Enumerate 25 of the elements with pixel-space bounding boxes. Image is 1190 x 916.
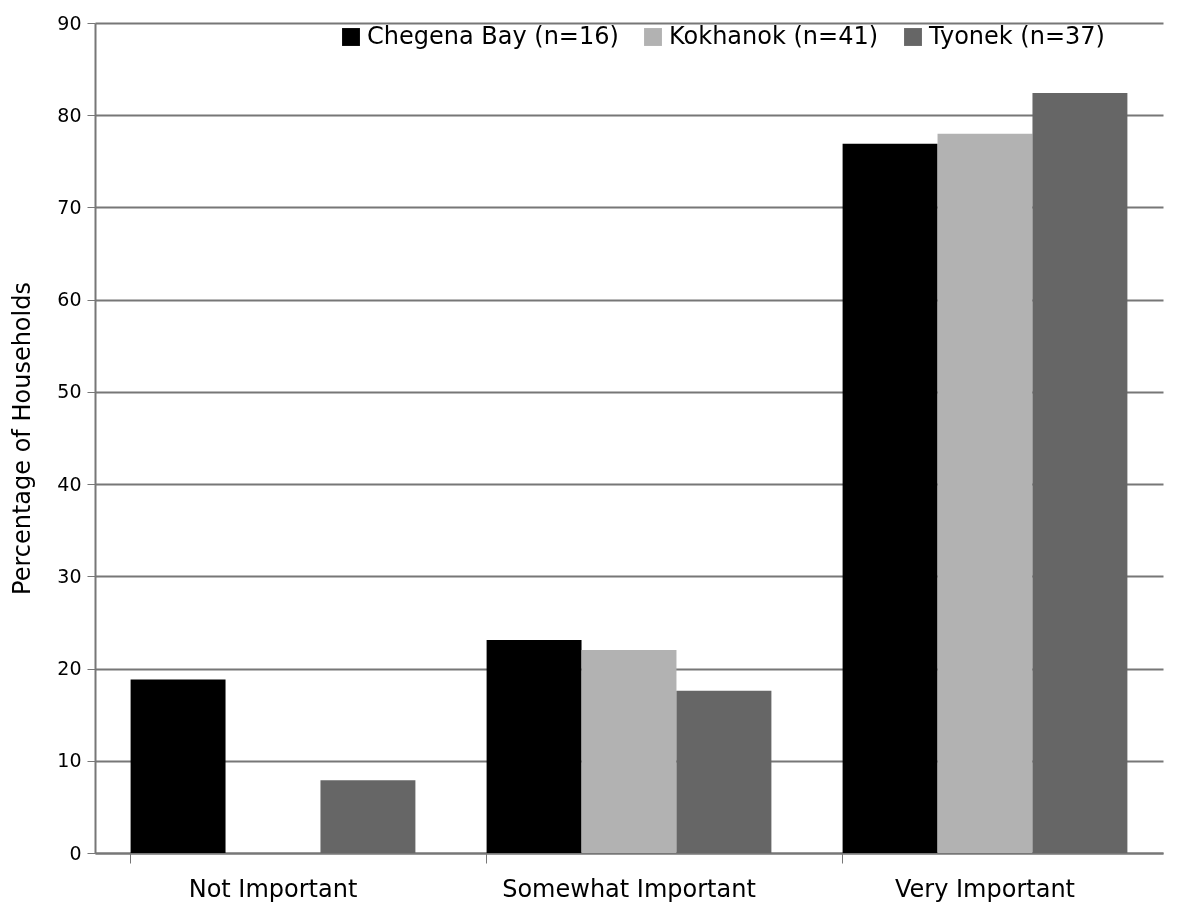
y-tick-label: 10	[57, 749, 82, 772]
legend-label: Tyonek (n=37)	[928, 22, 1105, 50]
y-axis-title: Percentage of Households	[8, 282, 37, 595]
y-tick-label: 80	[57, 103, 82, 126]
bar	[486, 639, 582, 853]
y-tick-label: 40	[57, 472, 82, 495]
bar	[937, 133, 1033, 853]
y-tick-label: 30	[57, 564, 82, 587]
y-tick-label: 50	[57, 380, 82, 403]
bar	[676, 690, 772, 853]
bar	[1032, 93, 1128, 853]
bar	[842, 143, 938, 853]
y-tick-label: 20	[57, 657, 82, 680]
bar	[130, 679, 226, 853]
x-tick-label: Very Important	[895, 874, 1075, 903]
y-tick-label: 90	[57, 11, 82, 34]
legend-label: Chegena Bay (n=16)	[367, 22, 619, 50]
y-tick-label: 0	[69, 841, 82, 864]
y-tick-label: 60	[57, 288, 82, 311]
legend-label: Kokhanok (n=41)	[669, 22, 879, 50]
x-tick-label: Somewhat Important	[502, 874, 756, 903]
bar	[320, 780, 416, 853]
x-tick-label: Not Important	[188, 874, 358, 903]
y-tick-label: 70	[57, 195, 82, 218]
bar	[581, 650, 677, 853]
